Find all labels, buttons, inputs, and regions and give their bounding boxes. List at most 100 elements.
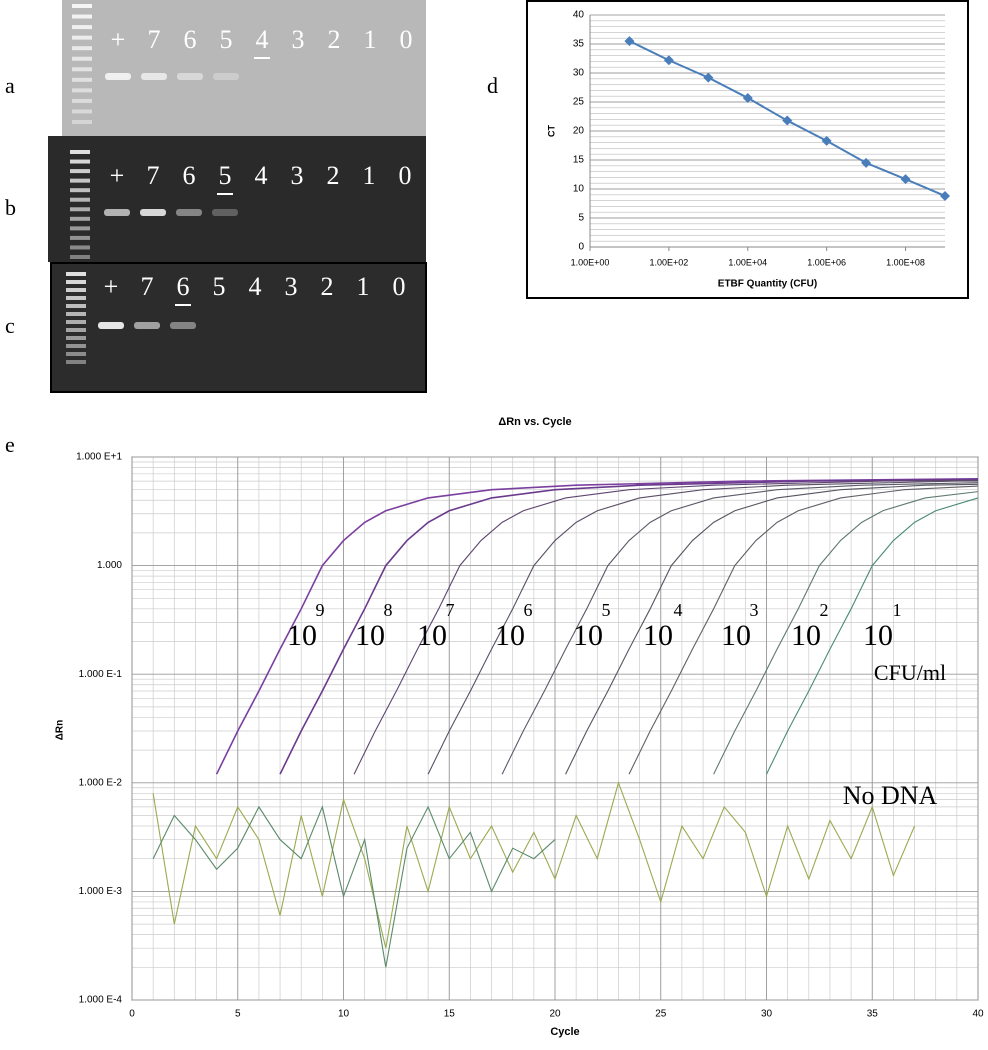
curve-label-exponent: 7	[446, 600, 455, 620]
amplification-curve	[628, 485, 979, 775]
lane-label: 2	[327, 161, 340, 190]
x-tick-label: 1.00E+08	[886, 257, 925, 267]
amplification-curve	[215, 477, 979, 775]
lane-label: 6	[183, 161, 196, 190]
lane-label: 2	[328, 25, 341, 54]
curve-label-exponent: 5	[602, 600, 611, 620]
lane-label: 4	[249, 272, 262, 301]
x-tick-label: 15	[444, 1009, 456, 1020]
gel-band	[141, 73, 167, 80]
ladder-band	[66, 336, 86, 340]
amplification-curve	[565, 483, 979, 775]
gel-band	[134, 322, 160, 329]
amplification-curve	[713, 491, 979, 775]
ladder-band	[70, 255, 90, 259]
ladder-band	[66, 344, 86, 348]
lane-label: 0	[399, 161, 412, 190]
data-point	[821, 135, 832, 146]
lane-label: +	[110, 161, 125, 190]
lane-label: 1	[363, 161, 376, 190]
data-point	[742, 92, 753, 103]
y-axis-label: CT	[546, 125, 556, 137]
ladder-band	[70, 159, 90, 164]
data-point	[900, 174, 911, 185]
ladder-band	[70, 197, 90, 202]
ladder-band	[72, 46, 92, 51]
ladder-band	[70, 235, 90, 240]
data-point	[663, 55, 674, 66]
x-tick-label: 20	[549, 1009, 561, 1020]
data-point	[861, 157, 872, 168]
panel-label: c	[5, 313, 15, 338]
lane-label: 2	[321, 272, 334, 301]
y-tick-label: 20	[573, 126, 585, 137]
ladder-band	[72, 56, 92, 61]
curve-label-exponent: 1	[893, 600, 902, 620]
lane-label: 5	[219, 161, 232, 190]
y-tick-label: 1.000	[97, 560, 122, 571]
amplification-curve	[427, 480, 978, 775]
ladder-band	[70, 226, 90, 231]
curve-label-exponent: 9	[316, 600, 325, 620]
x-tick-label: 30	[761, 1009, 773, 1020]
y-tick-label: 0	[578, 242, 584, 253]
ladder-band	[66, 328, 86, 332]
panel-label: e	[5, 432, 15, 457]
gel-band	[98, 322, 124, 329]
ladder-band	[70, 178, 90, 183]
ladder-band	[72, 98, 92, 103]
amplification-curve	[501, 482, 979, 775]
ladder-band	[72, 4, 92, 8]
data-point	[782, 115, 793, 126]
y-tick-label: 1.000 E-2	[79, 777, 123, 788]
ladder-band	[70, 169, 90, 174]
y-tick-label: 1.000 E+1	[76, 452, 122, 463]
gel-band	[105, 73, 131, 80]
ladder-band	[70, 245, 90, 250]
curve-label-base: 10	[287, 619, 317, 652]
gel-band	[140, 209, 166, 216]
y-tick-label: 30	[573, 68, 585, 79]
y-tick-label: 10	[573, 184, 585, 195]
y-tick-label: 15	[573, 155, 585, 166]
x-tick-label: 25	[655, 1009, 667, 1020]
chart-d-frame	[526, 0, 969, 299]
lane-label: 4	[255, 161, 268, 190]
ladder-band	[70, 207, 90, 212]
y-tick-label: 25	[573, 97, 585, 108]
x-tick-label: 1.00E+00	[571, 257, 610, 267]
panel-label: b	[5, 195, 16, 220]
ladder-band	[72, 77, 92, 82]
curve-label-base: 10	[355, 619, 385, 652]
chart-title: ΔRn vs. Cycle	[498, 416, 571, 428]
x-tick-label: 1.00E+02	[649, 257, 688, 267]
x-tick-label: 1.00E+06	[807, 257, 846, 267]
ladder-band	[72, 67, 92, 72]
ladder-band	[66, 320, 86, 324]
ladder-band	[66, 304, 86, 308]
lane-label: 1	[364, 25, 377, 54]
lane-label: 6	[177, 272, 190, 301]
curve-label-base: 10	[791, 619, 821, 652]
x-tick-label: 10	[338, 1009, 350, 1020]
amplification-curve	[279, 478, 979, 775]
amplification-curve	[353, 479, 979, 775]
curve-label-base: 10	[721, 619, 751, 652]
x-tick-label: 0	[129, 1009, 135, 1020]
curve-label-base: 10	[863, 619, 893, 652]
x-tick-label: 40	[972, 1009, 984, 1020]
gel-band	[212, 209, 238, 216]
lane-label: +	[104, 272, 119, 301]
lane-label: 3	[285, 272, 298, 301]
lane-label: +	[111, 25, 126, 54]
lane-label: 3	[292, 25, 305, 54]
x-tick-label: 1.00E+04	[728, 257, 767, 267]
annotation: CFU/ml	[874, 660, 946, 685]
x-tick-label: 35	[867, 1009, 879, 1020]
ladder-band	[72, 25, 92, 30]
gel-band	[213, 73, 239, 80]
amplification-curve	[152, 805, 556, 968]
curve-label-exponent: 2	[820, 600, 829, 620]
curve-label-exponent: 3	[750, 600, 759, 620]
lane-label: 7	[147, 161, 160, 190]
